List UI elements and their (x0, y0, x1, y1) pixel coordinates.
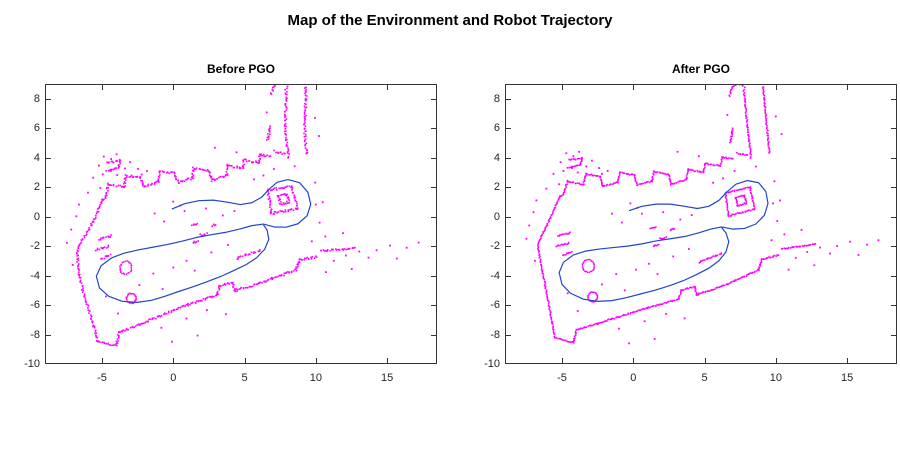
y-tick-label: -6 (30, 299, 40, 312)
y-tick-label: -4 (490, 269, 500, 282)
y-tick-label: -2 (30, 240, 40, 253)
y-tick-label: -8 (490, 328, 500, 341)
y-tick-label: 6 (33, 122, 40, 135)
y-tick-label: 4 (493, 151, 500, 164)
x-tick-label: 0 (170, 372, 177, 384)
subplot-title-before: Before PGO (206, 62, 275, 76)
y-tick-label: 0 (33, 210, 40, 223)
x-tick-label: -5 (557, 372, 567, 384)
y-tick-label: 4 (33, 151, 40, 164)
x-tick-label: 15 (380, 372, 394, 384)
y-tick-label: -4 (30, 269, 40, 282)
y-tick-label: 2 (493, 181, 500, 194)
figure-title: Map of the Environment and Robot Traject… (287, 12, 613, 29)
y-tick-label: 8 (493, 92, 500, 105)
x-tick-label: 5 (241, 372, 248, 384)
y-tick-label: -8 (30, 328, 40, 341)
y-tick-label: -10 (24, 358, 40, 370)
y-tick-label: 2 (33, 181, 40, 194)
x-tick-label: 0 (630, 372, 637, 384)
x-tick-label: 15 (840, 372, 854, 384)
y-tick-label: -10 (484, 358, 500, 370)
x-tick-label: 5 (701, 372, 708, 384)
x-tick-label: -5 (97, 372, 107, 384)
subplot-before-pgo: Before PGO -5 0 5 10 15 8 6 4 2 0 -2 -4 -6 -8 -10 (10, 58, 470, 418)
y-tick-label: 0 (493, 210, 500, 223)
y-tick-label: 8 (33, 92, 40, 105)
subplot-after-pgo: After PGO -5 0 5 10 15 8 6 4 2 0 -2 -4 -6 -8 -10 (470, 58, 900, 418)
subplot-title-after: After PGO (671, 62, 730, 76)
x-tick-label: 10 (769, 372, 782, 384)
y-tick-label: 6 (493, 122, 500, 135)
y-tick-label: -2 (490, 240, 500, 253)
y-tick-label: -6 (490, 299, 500, 312)
map-canvas-after (505, 84, 897, 364)
x-tick-label: 10 (309, 372, 322, 384)
map-canvas-before (45, 84, 437, 364)
